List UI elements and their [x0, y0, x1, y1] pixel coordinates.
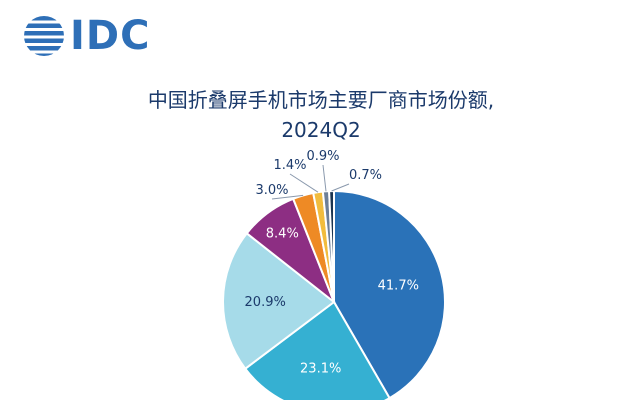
leader-line — [271, 194, 304, 200]
pie-slice — [328, 189, 335, 303]
leader-line — [331, 183, 350, 192]
chart-subtitle: 2024Q2 — [281, 118, 361, 142]
slice-label: 23.1% — [300, 361, 341, 376]
idc-logo: IDC — [22, 14, 150, 58]
globe-icon — [24, 16, 64, 56]
leader-line — [289, 173, 319, 193]
leader-line — [322, 164, 327, 192]
chart-title: 中国折叠屏手机市场主要厂商市场份额, — [147, 88, 495, 112]
pie-slice — [333, 189, 446, 400]
pie-slice — [222, 231, 336, 371]
slice-label: 20.9% — [245, 295, 286, 310]
pie-slice — [243, 300, 391, 400]
logo-text: IDC — [70, 13, 151, 59]
slice-label: 3.0% — [255, 183, 288, 198]
slice-label: 8.4% — [266, 227, 299, 242]
slice-label: 0.7% — [349, 168, 382, 183]
slice-label: 1.4% — [273, 158, 306, 173]
slice-label: 0.9% — [306, 149, 339, 164]
slice-label: 41.7% — [378, 279, 419, 294]
